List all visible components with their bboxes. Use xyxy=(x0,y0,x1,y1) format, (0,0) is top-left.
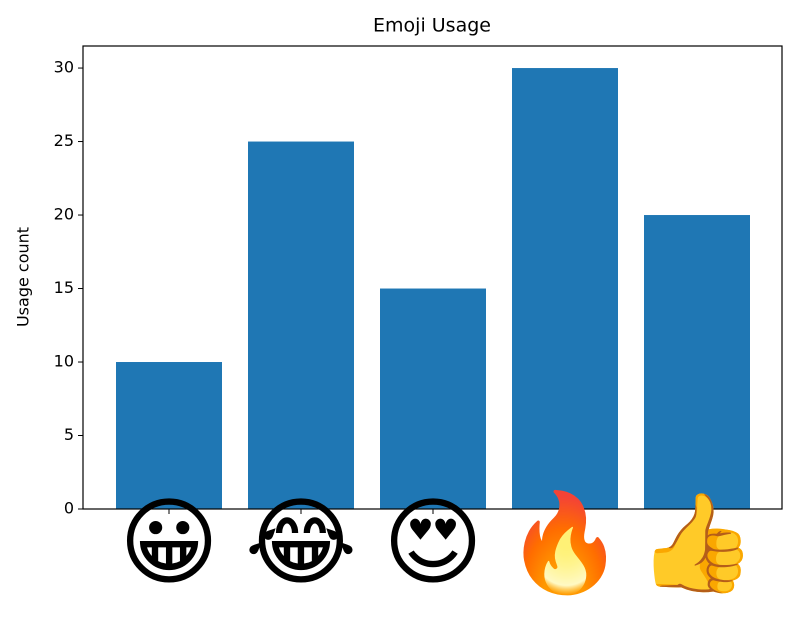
y-tick-label: 20 xyxy=(54,205,74,224)
bar xyxy=(512,68,618,510)
y-tick-label: 10 xyxy=(54,352,74,371)
bar xyxy=(248,141,354,510)
bar xyxy=(644,215,750,510)
y-tick-label: 30 xyxy=(54,58,74,77)
x-tick-label: 😂 xyxy=(245,486,357,598)
y-tick-label: 5 xyxy=(64,425,74,444)
y-axis-label: Usage count xyxy=(14,227,33,327)
x-tick-label: 👍 xyxy=(637,486,757,598)
x-tick-label: 😍 xyxy=(383,486,483,598)
chart-title: Emoji Usage xyxy=(373,15,491,37)
y-tick-label: 15 xyxy=(54,278,74,297)
y-tick-label: 25 xyxy=(54,131,74,150)
y-tick-label: 0 xyxy=(64,499,74,518)
x-tick-label: 🔥 xyxy=(505,486,625,598)
bar xyxy=(116,362,222,509)
bar xyxy=(380,288,486,509)
x-tick-label: 😀 xyxy=(119,486,219,598)
